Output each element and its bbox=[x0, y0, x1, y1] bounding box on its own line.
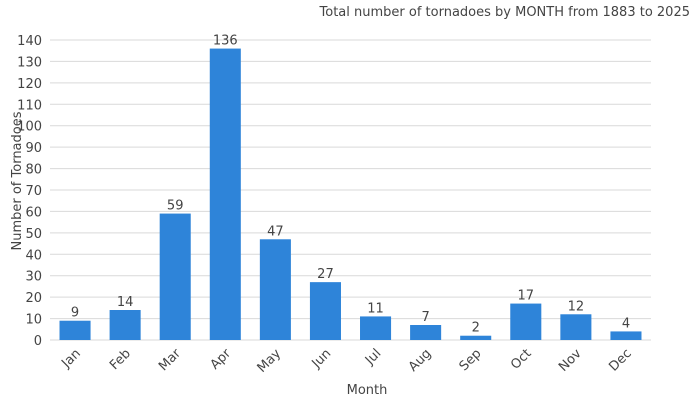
y-tick-label: 50 bbox=[25, 227, 42, 242]
y-tick-label: 110 bbox=[17, 98, 42, 113]
data-label: 136 bbox=[213, 34, 238, 49]
bar bbox=[510, 303, 542, 340]
x-tick-label: Mar bbox=[156, 346, 184, 374]
data-label: 47 bbox=[267, 224, 284, 239]
y-tick-label: 120 bbox=[17, 77, 42, 92]
x-tick-label: Sep bbox=[457, 346, 485, 374]
y-tick-label: 20 bbox=[25, 291, 42, 306]
y-tick-label: 100 bbox=[17, 120, 42, 135]
bars bbox=[59, 48, 642, 340]
x-tick-label: Feb bbox=[107, 346, 134, 373]
x-tick-label: Jun bbox=[309, 346, 335, 372]
data-label: 7 bbox=[421, 310, 429, 325]
x-tick-label: May bbox=[255, 346, 285, 376]
x-tick-label: Apr bbox=[208, 346, 235, 373]
gridlines bbox=[50, 39, 651, 341]
y-tick-label: 60 bbox=[25, 205, 42, 220]
x-tick-label: Dec bbox=[606, 346, 634, 374]
x-axis-ticks: Jan Feb Mar Apr May Jun Jul Aug Sep Oct Nov Dec bbox=[58, 346, 634, 376]
y-tick-label: 130 bbox=[17, 55, 42, 70]
x-axis-title: Month bbox=[347, 383, 388, 398]
chart-title: Total number of tornadoes by MONTH from … bbox=[319, 5, 690, 20]
bar bbox=[560, 314, 592, 340]
data-label: 11 bbox=[367, 301, 384, 316]
y-tick-label: 90 bbox=[25, 141, 42, 156]
bar bbox=[610, 331, 642, 340]
bar bbox=[109, 310, 141, 340]
x-tick-label: Oct bbox=[508, 346, 535, 373]
bar bbox=[460, 335, 492, 340]
x-tick-label: Aug bbox=[406, 346, 435, 375]
y-tick-label: 70 bbox=[25, 184, 42, 199]
data-label: 59 bbox=[167, 199, 184, 214]
bar bbox=[309, 282, 341, 340]
y-axis-ticks: 0 10 20 30 40 50 60 70 80 90 100 110 120 130 140 bbox=[17, 34, 42, 349]
bar bbox=[259, 239, 291, 340]
x-tick-label: Jan bbox=[58, 346, 83, 371]
bar bbox=[360, 316, 392, 340]
y-tick-label: 30 bbox=[25, 270, 42, 285]
data-label: 12 bbox=[568, 299, 585, 314]
data-label: 9 bbox=[71, 306, 79, 321]
bar bbox=[410, 325, 442, 340]
bar bbox=[209, 48, 241, 340]
data-label: 4 bbox=[622, 316, 630, 331]
x-tick-label: Nov bbox=[556, 346, 585, 375]
x-tick-label: Jul bbox=[362, 346, 384, 368]
data-label: 14 bbox=[117, 295, 134, 310]
y-tick-label: 10 bbox=[25, 313, 42, 328]
y-tick-label: 80 bbox=[25, 163, 42, 178]
bar bbox=[59, 320, 91, 340]
data-labels: 9 14 59 136 47 27 11 7 2 17 12 4 bbox=[71, 34, 630, 336]
data-label: 2 bbox=[472, 321, 480, 336]
y-tick-label: 0 bbox=[34, 334, 42, 349]
y-tick-label: 140 bbox=[17, 34, 42, 49]
bar bbox=[159, 213, 191, 340]
data-label: 27 bbox=[317, 267, 334, 282]
y-axis-title: Number of Tornadoes bbox=[10, 111, 25, 250]
y-tick-label: 40 bbox=[25, 248, 42, 263]
data-label: 17 bbox=[518, 289, 535, 304]
